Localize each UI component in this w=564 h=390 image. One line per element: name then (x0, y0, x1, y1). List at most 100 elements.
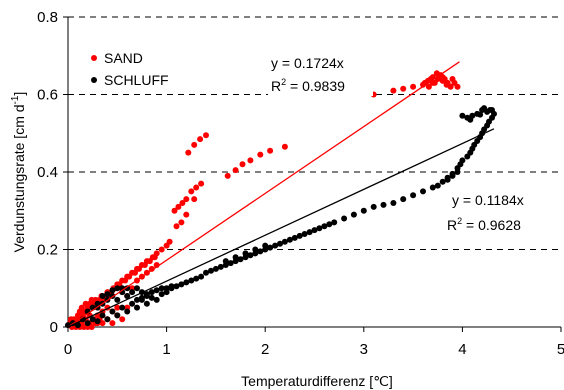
data-point (175, 203, 182, 210)
data-point (114, 312, 121, 319)
y-axis-title-sup: -1 (10, 95, 21, 104)
x-tick-label: 2 (261, 341, 269, 358)
data-point (185, 149, 192, 156)
data-point (197, 136, 204, 143)
data-point (454, 83, 461, 90)
data-point (129, 289, 136, 296)
x-tick-label: 3 (360, 341, 368, 358)
y-axis-title-end: ] (11, 92, 27, 96)
data-point (420, 188, 426, 195)
data-point (168, 283, 175, 290)
data-point (232, 167, 239, 174)
x-tick-label: 1 (162, 341, 170, 358)
data-point (94, 318, 101, 325)
data-point (99, 312, 106, 319)
data-point (208, 267, 214, 274)
data-point (459, 112, 466, 119)
data-point (124, 308, 131, 315)
x-tick-label: 4 (458, 341, 466, 358)
sand-r2-suffix: = 0.9839 (286, 78, 345, 94)
data-point (138, 294, 145, 301)
data-point (148, 294, 155, 301)
data-point (104, 316, 111, 323)
legend-marker-schluff (91, 77, 97, 83)
data-point (277, 240, 283, 247)
data-point (188, 188, 195, 195)
trend-line-schluff (67, 128, 495, 328)
data-point (467, 116, 474, 123)
data-point (477, 111, 484, 118)
data-point (267, 147, 274, 154)
data-point (252, 246, 259, 253)
data-point (153, 296, 160, 303)
data-point (232, 254, 239, 261)
data-point (380, 201, 387, 208)
data-point (227, 260, 234, 267)
data-point (281, 143, 288, 150)
data-point (400, 85, 407, 92)
data-point (183, 211, 190, 218)
data-point (326, 221, 333, 228)
sand-equation: y = 0.1724x R2 = 0.9839 (268, 55, 373, 96)
data-point (291, 234, 298, 241)
data-point (247, 157, 254, 164)
data-point (439, 74, 446, 81)
schluff-r2-line: R2 = 0.9628 (447, 216, 521, 233)
data-point (203, 132, 209, 139)
data-point (481, 105, 488, 112)
data-point (84, 320, 91, 327)
data-point (429, 184, 436, 191)
data-point (173, 283, 180, 290)
y-axis-title: Verdunstungsrate [cm d-1] (10, 92, 27, 253)
data-point (217, 263, 224, 270)
data-point (272, 242, 279, 249)
data-point (124, 293, 131, 299)
data-point (267, 244, 274, 251)
schluff-equation: y = 0.1184x R2 = 0.9628 (447, 192, 524, 233)
data-point (454, 169, 461, 175)
data-point (237, 256, 244, 263)
data-point (109, 287, 116, 294)
data-point (114, 296, 121, 303)
sand-r2-line: R2 = 0.9839 (271, 77, 345, 94)
data-point (198, 273, 205, 280)
y-tick-label: 0.6 (37, 87, 58, 104)
data-point (203, 269, 209, 276)
data-point (124, 285, 131, 292)
legend-marker-sand (91, 55, 97, 61)
data-point (178, 219, 185, 226)
y-axis-title-main: Verdunstungsrate [cm d (11, 104, 27, 252)
data-point (242, 250, 249, 257)
data-point (158, 285, 165, 292)
data-point (114, 304, 121, 311)
legend: SAND SCHLUFF (91, 50, 169, 88)
data-point (443, 81, 450, 88)
data-point (410, 83, 417, 90)
data-point (89, 316, 96, 323)
data-point (183, 196, 190, 203)
y-tick-label: 0 (50, 319, 58, 336)
data-point (188, 277, 195, 284)
data-point (119, 304, 126, 311)
data-point (166, 238, 173, 245)
data-point (171, 207, 178, 214)
data-point (296, 232, 303, 239)
data-point (153, 250, 160, 257)
data-point (193, 184, 200, 191)
data-point (193, 275, 200, 282)
data-point (341, 215, 348, 222)
data-point (198, 180, 205, 187)
schluff-equation-line: y = 0.1184x (452, 192, 524, 208)
data-point (212, 265, 219, 272)
data-point (143, 291, 150, 298)
data-point (179, 200, 186, 206)
legend-label-sand: SAND (104, 50, 143, 66)
x-axis-title: Temperaturdifferenz [℃] (241, 373, 393, 389)
x-tick-label: 0 (64, 341, 72, 358)
data-point (134, 304, 140, 311)
data-point (257, 151, 264, 158)
data-point (148, 289, 155, 296)
data-point (316, 225, 323, 232)
data-point (109, 308, 116, 315)
